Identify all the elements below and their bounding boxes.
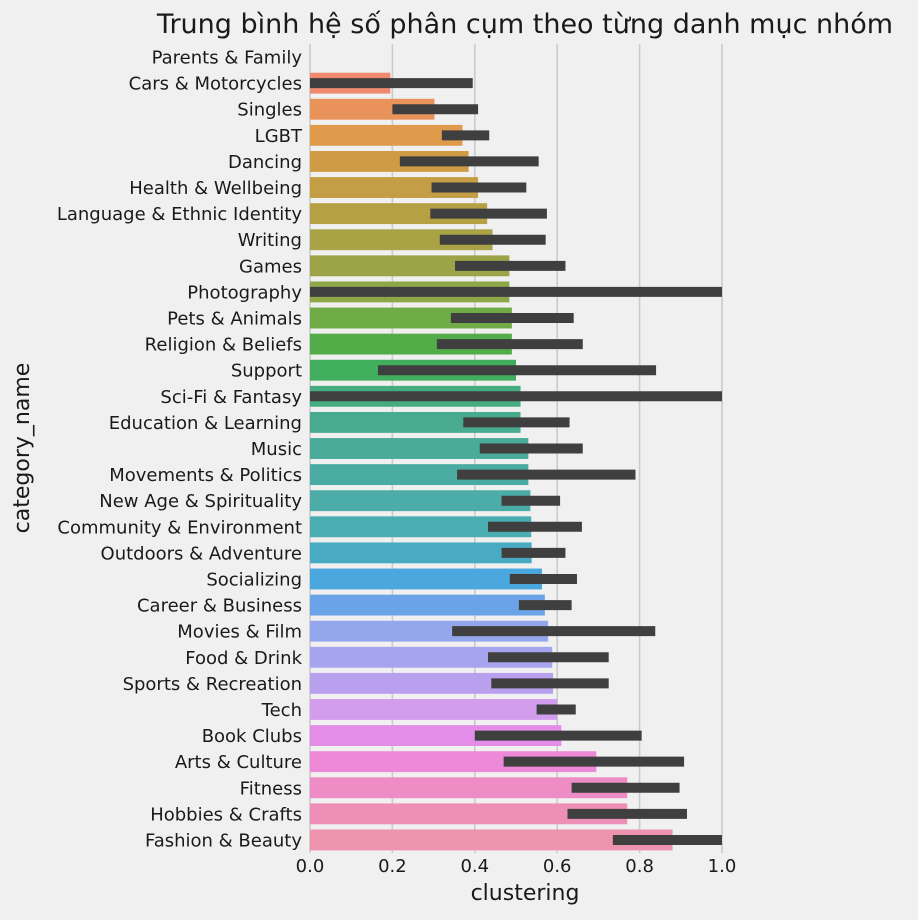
x-tick-label: 0.6 — [543, 856, 572, 877]
bar — [310, 620, 549, 642]
bar — [310, 438, 529, 459]
y-tick-label: New Age & Spirituality — [99, 491, 302, 512]
y-tick-label: Community & Environment — [57, 517, 302, 538]
y-tick-label: Fitness — [240, 778, 302, 799]
bar — [310, 594, 545, 616]
bar — [310, 229, 493, 251]
bar — [310, 150, 469, 172]
y-tick-label: Cars & Motorcycles — [129, 74, 302, 95]
bar — [310, 699, 558, 720]
y-tick-label: Hobbies & Crafts — [150, 804, 302, 825]
x-tick-label: 0.2 — [378, 856, 407, 877]
bar — [310, 777, 628, 799]
bar — [310, 177, 479, 198]
bar — [310, 646, 553, 668]
y-tick-label: Music — [251, 439, 302, 460]
y-tick-label: Singles — [237, 100, 302, 121]
y-tick-label: Sci-Fi & Fantasy — [160, 387, 302, 408]
y-tick-label: Fashion & Beauty — [145, 830, 302, 851]
y-tick-label: Writing — [238, 230, 302, 251]
y-tick-label: Outdoors & Adventure — [101, 543, 302, 564]
bar — [310, 725, 562, 747]
y-tick-label: Health & Wellbeing — [129, 178, 302, 199]
error-bars — [310, 78, 722, 845]
bar — [310, 411, 521, 433]
y-tick-label: Movies & Film — [177, 622, 302, 643]
y-tick-label: Games — [239, 256, 302, 277]
bar — [310, 568, 542, 590]
chart-title: Trung bình hệ số phân cụm theo từng danh… — [156, 9, 893, 40]
y-tick-label: Career & Business — [137, 596, 302, 617]
y-tick-label: Support — [231, 361, 302, 382]
bar — [310, 124, 463, 146]
x-tick-labels: 0.0 0.2 0.4 0.6 0.8 1.0 — [296, 856, 737, 877]
y-tick-label: Book Clubs — [202, 726, 302, 747]
y-tick-labels: Parents & Family Cars & Motorcycles Single… — [57, 48, 303, 852]
y-axis-label: category_name — [10, 363, 35, 534]
x-axis-label: clustering — [471, 881, 580, 906]
y-tick-label: Religion & Beliefs — [145, 335, 302, 356]
y-tick-label: Tech — [261, 700, 302, 721]
bar — [310, 829, 673, 851]
y-tick-label: Photography — [187, 282, 302, 303]
bar — [310, 542, 532, 564]
bar — [310, 203, 488, 225]
y-tick-label: LGBT — [255, 126, 303, 147]
bar — [310, 307, 512, 329]
y-tick-label: Parents & Family — [152, 48, 303, 69]
bar — [310, 672, 554, 694]
y-tick-label: Dancing — [228, 152, 302, 173]
y-tick-label: Socializing — [206, 569, 302, 590]
x-tick-label: 0.0 — [296, 856, 325, 877]
y-tick-label: Food & Drink — [185, 648, 302, 669]
y-tick-label: Pets & Animals — [167, 309, 302, 330]
y-tick-label: Movements & Politics — [109, 465, 302, 486]
bar — [310, 516, 532, 538]
bar — [310, 490, 531, 512]
bar — [310, 464, 529, 486]
bar — [310, 98, 435, 120]
y-tick-label: Language & Ethnic Identity — [57, 204, 303, 225]
x-tick-label: 0.8 — [625, 856, 654, 877]
bar — [310, 751, 597, 773]
x-tick-label: 1.0 — [708, 856, 737, 877]
y-tick-label: Sports & Recreation — [123, 674, 302, 695]
bar — [310, 333, 512, 355]
bar — [310, 803, 628, 825]
x-tick-label: 0.4 — [460, 856, 489, 877]
y-tick-label: Arts & Culture — [175, 752, 302, 773]
y-tick-label: Education & Learning — [109, 413, 302, 434]
bar — [310, 255, 510, 277]
